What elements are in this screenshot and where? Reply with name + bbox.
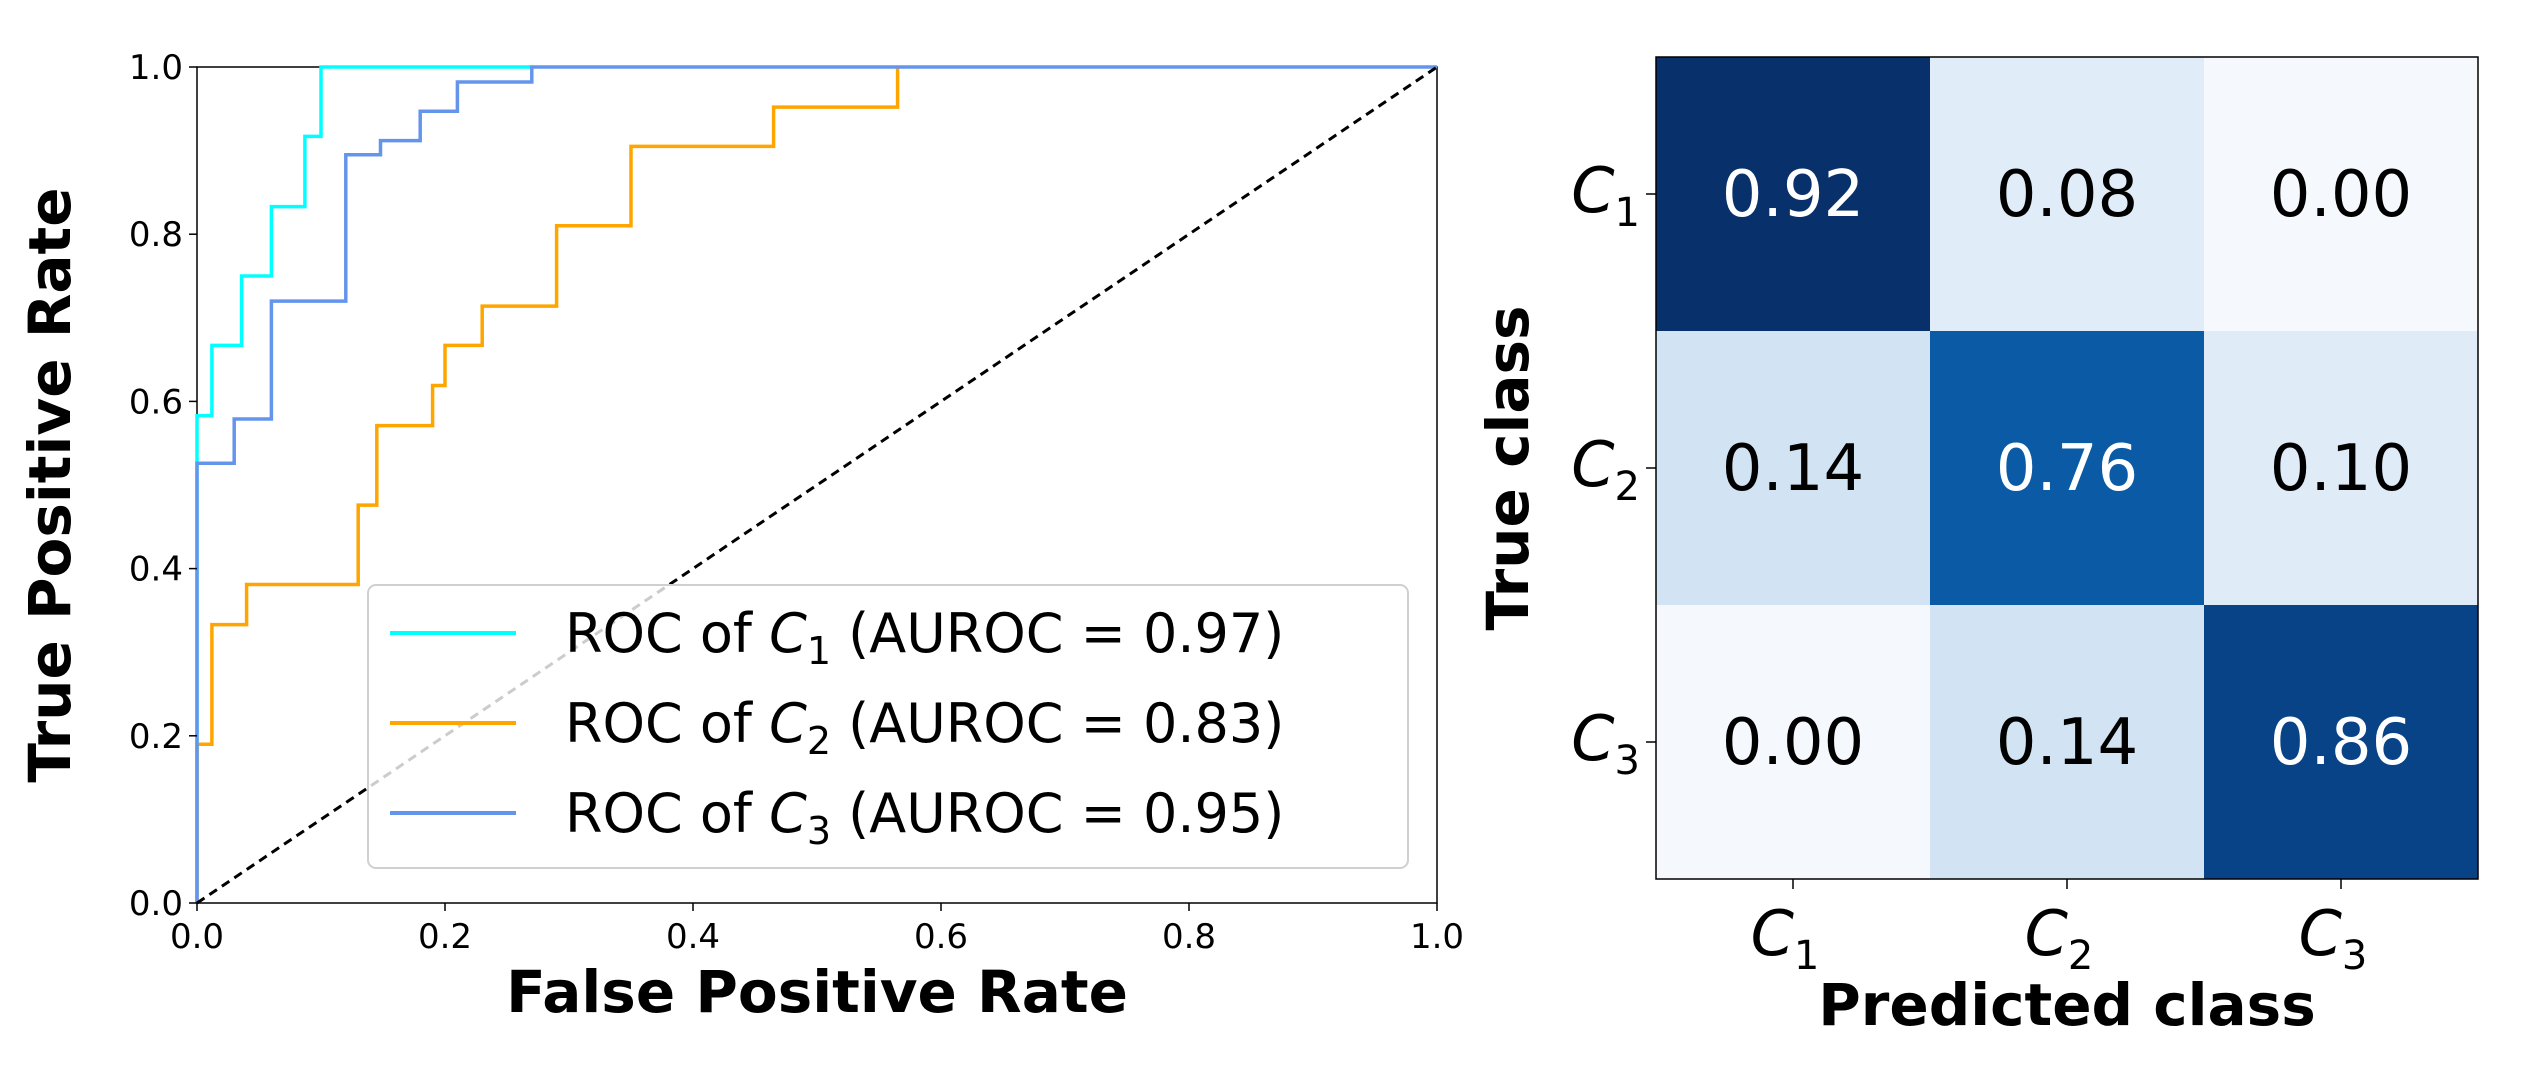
cm-cell-r2c2 (1930, 331, 2204, 605)
roc-series-line-c3 (195, 65, 1437, 903)
cm-y-tick-label: C2 (1571, 428, 1640, 510)
cm-value-r1c2: 0.08 (1996, 158, 2139, 232)
roc-y-tick-label: 0.4 (129, 550, 183, 590)
roc-y-ticks: 0.0 0.2 0.4 0.6 0.8 1.0 (129, 48, 197, 924)
roc-y-tick-label: 0.6 (129, 382, 183, 422)
cm-cell-r1c1 (1656, 57, 1930, 331)
cm-ticks: C1 C1 C2 C2 C3 C3 (1571, 154, 2367, 979)
cm-cell-r3c2 (1930, 605, 2204, 879)
roc-series-line-c2 (195, 67, 900, 903)
roc-y-tick-label: 0.2 (129, 717, 183, 757)
roc-x-tick-label: 0.4 (666, 917, 720, 957)
cm-x-tick-label: C3 (2299, 897, 2368, 979)
cm-y-tick-label: C3 (1571, 702, 1640, 784)
cm-x-axis-title: Predicted class (1818, 971, 2315, 1039)
cm-cell-r3c3 (2204, 605, 2478, 879)
roc-chart: 0.0 0.2 0.4 0.6 0.8 1.0 0.0 0.2 0.4 0.6 0.8 1.0 Fa… (16, 48, 1464, 1026)
roc-y-tick-label: 0.8 (129, 215, 183, 255)
roc-y-tick-label: 0.0 (129, 884, 183, 924)
legend-label-c2: ROC of C2 (AUROC = 0.83) (565, 692, 1284, 763)
roc-series-line-c1 (195, 65, 532, 903)
cm-value-r2c1: 0.14 (1722, 432, 1865, 506)
cm-x-tick-label: C1 (1751, 897, 1820, 979)
roc-x-ticks: 0.0 0.2 0.4 0.6 0.8 1.0 (170, 903, 1464, 957)
roc-y-axis-title: True Positive Rate (16, 187, 84, 782)
cm-cell-r2c1 (1656, 331, 1930, 605)
cm-value-r2c3: 0.10 (2270, 432, 2413, 506)
cm-x-tick-label: C2 (2025, 897, 2094, 979)
roc-legend: ROC of C1 (AUROC = 0.97) ROC of C2 (AUROC… (367, 584, 1409, 869)
cm-cell-r2c3 (2204, 331, 2478, 605)
cm-value-r3c2: 0.14 (1996, 706, 2139, 780)
cm-cell-r1c2 (1930, 57, 2204, 331)
cm-value-r1c1: 0.92 (1722, 158, 1865, 232)
cm-y-tick-label: C1 (1571, 154, 1640, 236)
roc-legend-box (367, 584, 1409, 869)
roc-x-tick-label: 0.6 (914, 917, 968, 957)
roc-y-tick-label: 1.0 (129, 48, 183, 88)
legend-label-c1: ROC of C1 (AUROC = 0.97) (565, 602, 1284, 673)
cm-cell-r3c1 (1656, 605, 1930, 879)
roc-series-group (195, 65, 1438, 905)
legend-label-c3: ROC of C3 (AUROC = 0.95) (565, 782, 1284, 853)
roc-x-tick-label: 0.8 (1162, 917, 1216, 957)
cm-value-r3c1: 0.00 (1722, 706, 1865, 780)
roc-x-tick-label: 0.2 (418, 917, 472, 957)
chance-diagonal-line (196, 65, 1438, 905)
roc-x-tick-label: 1.0 (1410, 917, 1464, 957)
roc-x-axis-title: False Positive Rate (506, 958, 1128, 1026)
cm-value-r2c2: 0.76 (1996, 432, 2139, 506)
cm-cell-r1c3 (2204, 57, 2478, 331)
cm-y-axis-title: True class (1474, 305, 1542, 630)
roc-x-tick-label: 0.0 (170, 917, 224, 957)
cm-value-r3c3: 0.86 (2270, 706, 2413, 780)
cm-value-r1c3: 0.00 (2270, 158, 2413, 232)
confusion-matrix: 0.92 0.08 0.000.14 0.76 0.100.00 0.14 0.86 C1C… (1474, 56, 2479, 1039)
cm-cells: 0.92 0.08 0.00 0.14 0.76 0.10 0.00 0.14 0.86 (1656, 57, 2478, 879)
